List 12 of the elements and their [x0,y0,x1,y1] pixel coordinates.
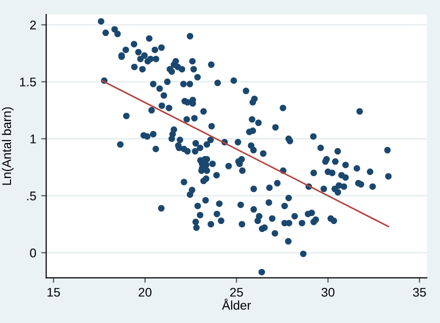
y-tick-label: 1 [30,134,36,144]
y-tick-label: 1.5 [20,78,36,86]
y-tick-label: 0 [30,248,36,258]
y-tick-label: .5 [27,192,36,200]
x-tick-label: 25 [230,288,243,297]
x-tick-label: 35 [413,288,426,297]
x-tick-label: 15 [48,288,60,297]
x-tick-label: 20 [138,288,152,297]
y-axis-title: Ln(Antal barn) [2,107,14,185]
x-axis-title: Ålder [222,298,251,310]
y-tick-label: 2 [30,20,36,30]
x-tick-label: 30 [322,288,334,297]
